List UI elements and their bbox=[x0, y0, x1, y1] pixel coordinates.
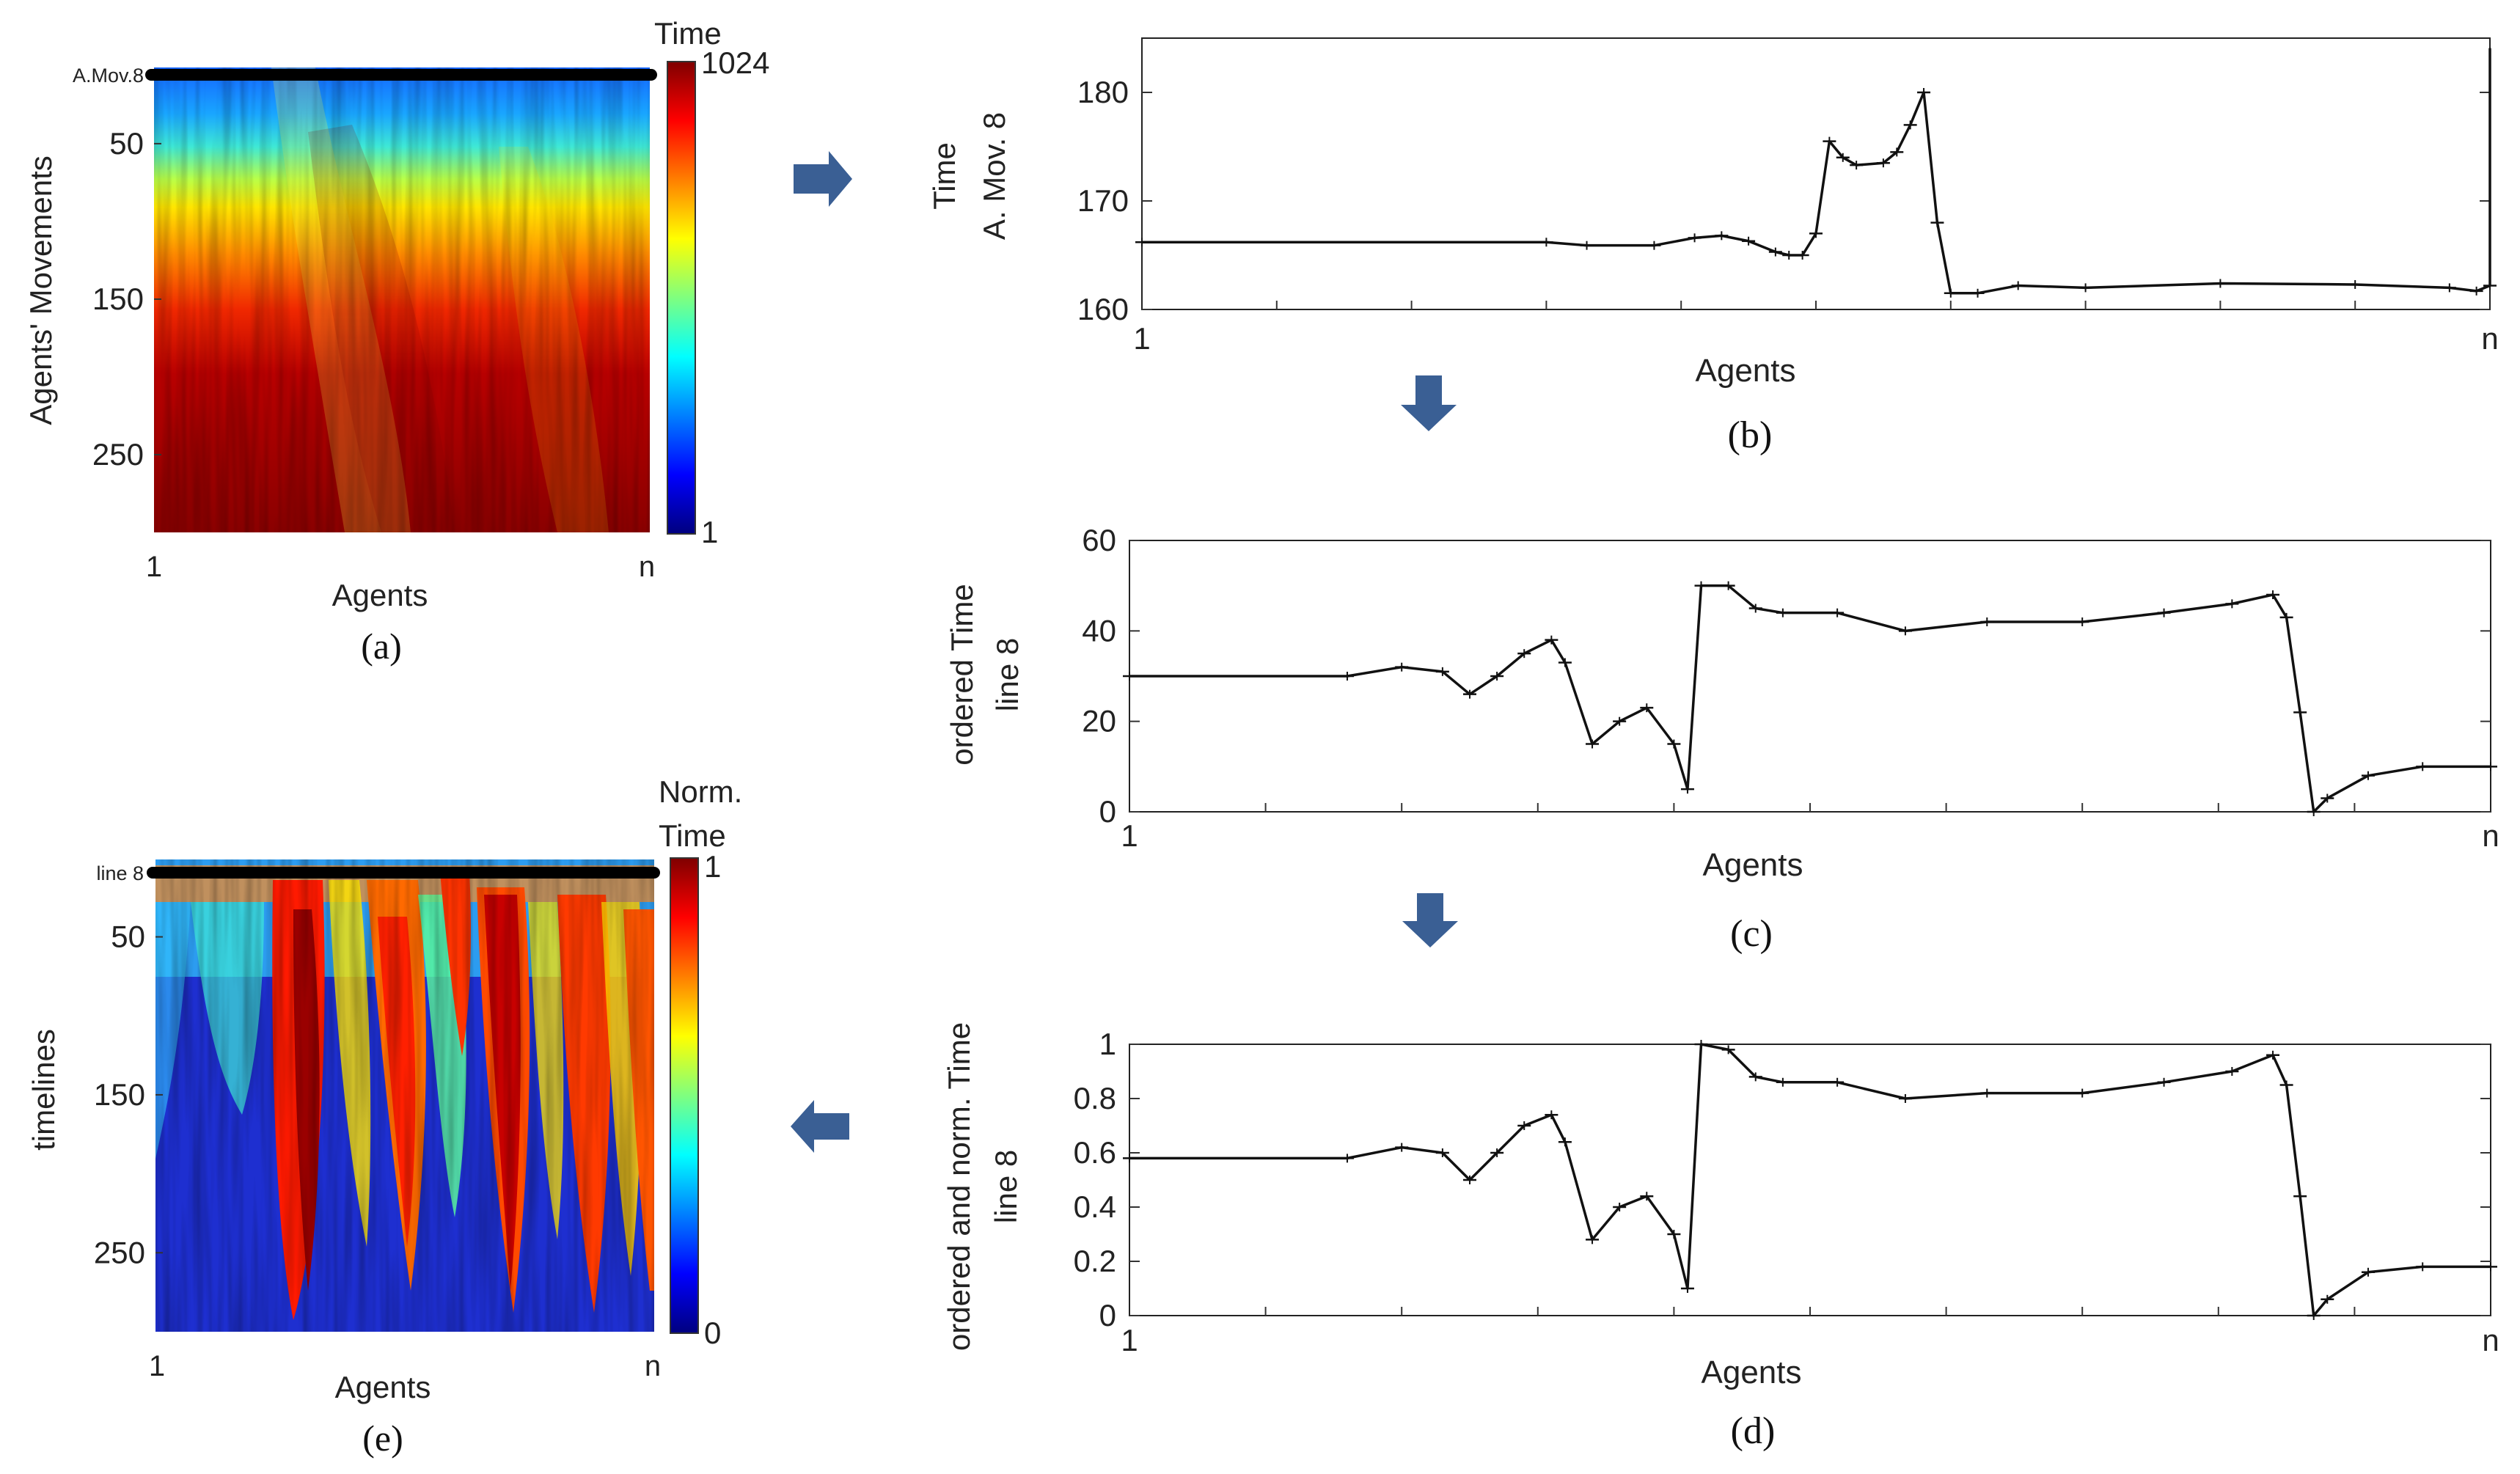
caption-b: (b) bbox=[1728, 414, 1773, 456]
y-tick-label: 50 bbox=[109, 126, 144, 161]
y-tick-label: 60 bbox=[1082, 523, 1116, 557]
y-tick-label: 250 bbox=[92, 437, 144, 472]
x-tick-c-n: n bbox=[2482, 818, 2499, 853]
x-label-a: Agents bbox=[332, 578, 428, 612]
x-tick-d-1: 1 bbox=[1121, 1323, 1138, 1357]
caption-c: (c) bbox=[1730, 913, 1773, 955]
y-tick-label: 160 bbox=[1077, 292, 1129, 326]
x-tick-a-n: n bbox=[639, 551, 655, 583]
y-label-a: Agents' Movements bbox=[23, 155, 58, 425]
arrow-down-icon bbox=[1402, 893, 1458, 947]
colorbar-a-title: Time bbox=[654, 16, 722, 51]
y-tick-label: 0 bbox=[1099, 794, 1116, 829]
y-tick-label: 0.8 bbox=[1074, 1081, 1116, 1115]
y-tick-label: 170 bbox=[1077, 183, 1129, 218]
y-tick-label: 0.4 bbox=[1074, 1189, 1116, 1224]
series-c bbox=[1123, 581, 2497, 816]
x-tick-b-1: 1 bbox=[1133, 321, 1150, 356]
panel-d: 0 0.2 0.4 0.6 0.8 1 1 n Agents ordered and no… bbox=[942, 1022, 2499, 1452]
colorbar-e bbox=[670, 857, 699, 1334]
y-ticks-a: 50 150 250 bbox=[92, 126, 161, 472]
x-tick-e-n: n bbox=[645, 1350, 661, 1382]
y-label-e: timelines bbox=[26, 1029, 61, 1151]
y-label-c-2: line 8 bbox=[990, 638, 1025, 711]
x-tick-d-n: n bbox=[2482, 1323, 2499, 1357]
y-label-b-1: Time bbox=[927, 142, 962, 210]
arrow-down-icon bbox=[1401, 375, 1457, 431]
plot-frame-c bbox=[1129, 540, 2491, 813]
x-label-d: Agents bbox=[1702, 1354, 1802, 1390]
y-tick-label: 0.2 bbox=[1074, 1244, 1116, 1278]
colorbar-e-title-1: Norm. bbox=[659, 774, 742, 809]
x-label-c: Agents bbox=[1703, 847, 1803, 883]
colorbar-a-min: 1 bbox=[701, 515, 718, 549]
marker-label-e: line 8 bbox=[96, 862, 144, 884]
colorbar-e-max: 1 bbox=[704, 849, 721, 884]
y-tick-label: 0 bbox=[1099, 1298, 1116, 1332]
caption-a: (a) bbox=[361, 626, 402, 667]
y-tick-label: 1 bbox=[1099, 1027, 1116, 1061]
y-tick-label: 150 bbox=[92, 282, 144, 316]
y-ticks-c: 0 20 40 60 bbox=[1082, 523, 2491, 829]
marker-label-a: A.Mov.8 bbox=[73, 65, 144, 87]
y-label-d-2: line 8 bbox=[989, 1150, 1023, 1223]
y-tick-label: 40 bbox=[1082, 613, 1116, 648]
panel-c: 0 20 40 60 1 n Agents ordered Time line 8 (… bbox=[945, 523, 2499, 955]
y-tick-label: 150 bbox=[94, 1077, 145, 1112]
y-ticks-b: 160 170 180 bbox=[1077, 75, 2490, 326]
colorbar-e-min: 0 bbox=[704, 1316, 721, 1350]
x-tick-a-1: 1 bbox=[146, 551, 162, 583]
y-ticks-d: 0 0.2 0.4 0.6 0.8 1 bbox=[1074, 1027, 2491, 1332]
series-d bbox=[1123, 1040, 2497, 1320]
x-tick-e-1: 1 bbox=[149, 1350, 165, 1382]
caption-d: (d) bbox=[1731, 1410, 1776, 1452]
heatmap-a-texture bbox=[154, 67, 650, 532]
panel-b: 160 170 180 1 n Agents Time A. Mov. 8 (b) bbox=[927, 37, 2499, 456]
plot-frame-d bbox=[1129, 1044, 2491, 1316]
y-label-b-2: A. Mov. 8 bbox=[977, 112, 1011, 240]
heatmap-e-texture bbox=[155, 859, 654, 1332]
panel-a: A.Mov.8 50 150 250 1 n Agents Agents' Move… bbox=[23, 16, 769, 667]
y-label-c-1: ordered Time bbox=[945, 584, 979, 765]
y-tick-label: 50 bbox=[111, 920, 145, 954]
x-label-e: Agents bbox=[335, 1370, 431, 1404]
arrow-right-icon bbox=[794, 151, 852, 207]
caption-e: (e) bbox=[362, 1418, 403, 1459]
y-tick-label: 0.6 bbox=[1074, 1135, 1116, 1170]
series-b bbox=[1135, 48, 2497, 298]
colorbar-e-title-2: Time bbox=[659, 818, 726, 853]
arrows bbox=[791, 151, 1458, 1153]
series-line bbox=[1129, 584, 2491, 813]
colorbar-a-max: 1024 bbox=[701, 45, 769, 80]
plot-frame-b bbox=[1141, 37, 2491, 310]
panel-e: line 8 50 150 250 1 n Agents timelines (e)… bbox=[26, 774, 742, 1459]
y-tick-label: 180 bbox=[1077, 75, 1129, 109]
x-tick-b-n: n bbox=[2481, 321, 2498, 356]
y-label-d-1: ordered and norm. Time bbox=[942, 1022, 976, 1351]
x-label-b: Agents bbox=[1696, 353, 1796, 389]
x-tick-c-1: 1 bbox=[1121, 818, 1138, 853]
y-tick-label: 20 bbox=[1082, 704, 1116, 738]
y-tick-label: 250 bbox=[94, 1235, 145, 1269]
y-ticks-e: 50 150 250 bbox=[94, 920, 163, 1269]
series-line bbox=[1129, 1043, 2491, 1317]
arrow-left-icon bbox=[791, 1100, 849, 1153]
colorbar-a bbox=[667, 61, 696, 535]
